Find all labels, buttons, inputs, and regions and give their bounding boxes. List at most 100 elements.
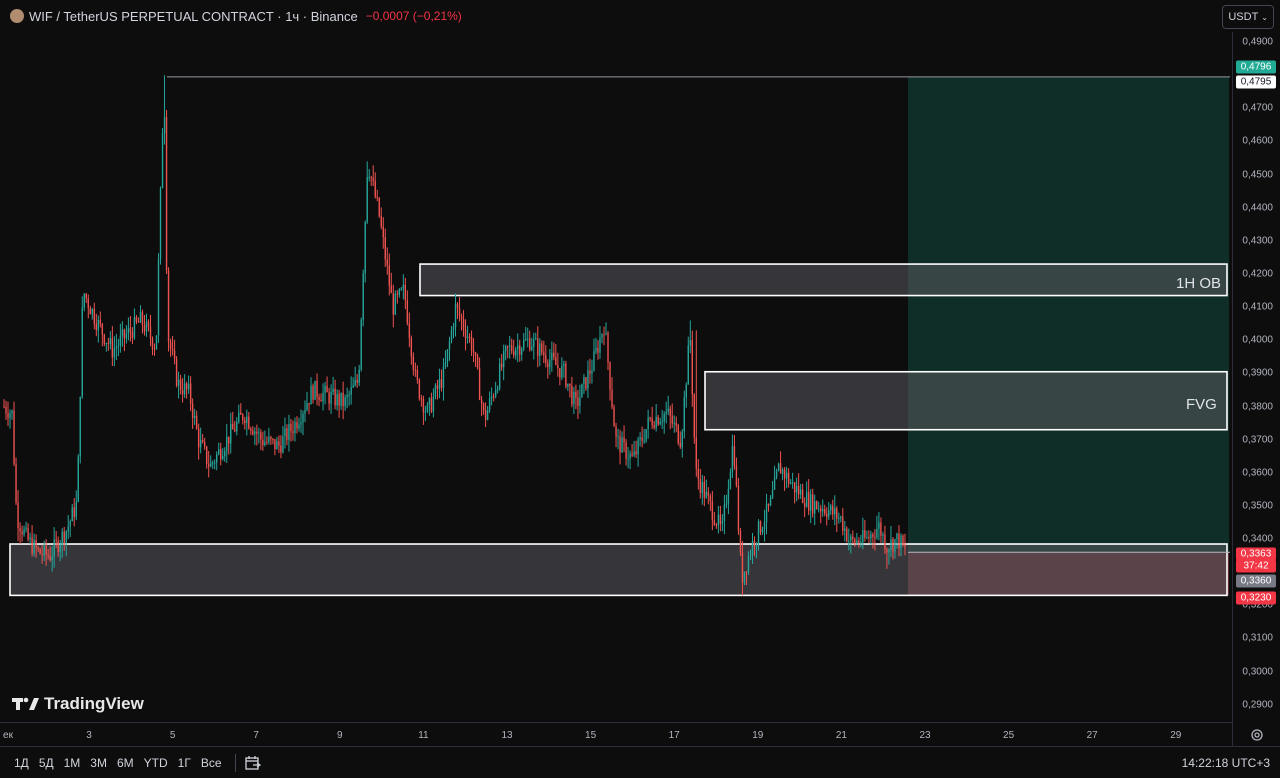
candle-body bbox=[87, 298, 89, 308]
candle-body bbox=[476, 356, 479, 368]
candle-body bbox=[103, 334, 106, 344]
candle-body bbox=[250, 428, 252, 431]
utc-clock[interactable]: 14:22:18 UTC+3 bbox=[1181, 756, 1270, 770]
candle-body bbox=[404, 284, 407, 301]
timeframe-button[interactable]: 5Д bbox=[38, 756, 54, 770]
candle-body bbox=[21, 531, 23, 535]
candle-body bbox=[830, 505, 832, 511]
candle-body bbox=[462, 319, 465, 330]
candle-body bbox=[143, 324, 146, 332]
candle-body bbox=[506, 346, 509, 348]
candle-body bbox=[346, 395, 348, 398]
timeframe-button[interactable]: 1М bbox=[63, 756, 81, 770]
candle-body bbox=[262, 439, 264, 446]
candle-body bbox=[123, 329, 126, 339]
currency-label: USDT bbox=[1228, 11, 1259, 23]
candle-body bbox=[543, 352, 545, 356]
candle-body bbox=[420, 398, 423, 400]
candle-body bbox=[201, 439, 204, 443]
candle-body bbox=[834, 508, 836, 515]
candle-body bbox=[75, 501, 77, 518]
candle-body bbox=[846, 528, 848, 542]
timeframe-button[interactable]: 6М bbox=[116, 756, 134, 770]
candle-body bbox=[57, 540, 59, 553]
timeframe-button[interactable]: YTD bbox=[143, 756, 168, 770]
time-tick-label: 25 bbox=[1003, 730, 1015, 741]
timeframe-button[interactable]: 1Д bbox=[14, 756, 29, 770]
candle-body bbox=[803, 503, 806, 507]
candle-body bbox=[613, 407, 615, 427]
candle-body bbox=[145, 321, 148, 332]
price-tick-label: 0,2900 bbox=[1242, 699, 1273, 711]
bottom-toolbar: 1Д 5Д 1М 3М 6М YTD 1Г Все 14:22:18 UTC+3 bbox=[0, 746, 1280, 778]
candle-body bbox=[378, 197, 380, 217]
candle-body bbox=[832, 505, 834, 515]
candle-body bbox=[211, 462, 214, 464]
candle-body bbox=[601, 334, 603, 338]
candle-body bbox=[500, 363, 503, 368]
candle-body bbox=[394, 293, 397, 315]
time-axis[interactable]: ек 3 5 7 9 11 13 15 17 19 21 23 25 27 29 bbox=[0, 722, 1232, 747]
price-tick-label: 0,3100 bbox=[1242, 632, 1273, 644]
candle-body bbox=[59, 545, 61, 553]
candle-body bbox=[286, 428, 288, 441]
candle-body bbox=[651, 417, 653, 426]
candle-body bbox=[719, 514, 722, 524]
candle-body bbox=[625, 442, 627, 459]
candle-body bbox=[717, 514, 720, 526]
candle-body bbox=[175, 358, 178, 386]
candle-body bbox=[310, 385, 312, 405]
candle-body bbox=[751, 540, 754, 556]
candle-body bbox=[43, 544, 45, 556]
candle-body bbox=[338, 393, 340, 406]
candle-body bbox=[537, 338, 539, 356]
candle-body bbox=[228, 436, 230, 444]
candle-body bbox=[787, 472, 790, 484]
candle-body bbox=[637, 439, 639, 455]
candle-body bbox=[13, 410, 15, 464]
candle-body bbox=[741, 552, 744, 583]
candle-body bbox=[844, 528, 846, 531]
candle-body bbox=[232, 423, 234, 430]
candle-body bbox=[789, 482, 792, 484]
price-axis[interactable]: 0,4900 0,4700 0,4600 0,4500 0,4400 0,4300 0,42… bbox=[1232, 32, 1280, 746]
gear-icon[interactable] bbox=[1250, 728, 1264, 742]
candle-body bbox=[430, 398, 433, 412]
candle-body bbox=[627, 458, 629, 460]
currency-selector[interactable]: USDT ⌄ bbox=[1222, 5, 1274, 29]
candle-body bbox=[519, 345, 521, 355]
candle-body bbox=[179, 379, 182, 391]
timeframe-button[interactable]: Все bbox=[200, 756, 222, 770]
price-tick-label: 0,4600 bbox=[1242, 135, 1273, 147]
candle-body bbox=[545, 355, 547, 363]
candle-body bbox=[657, 416, 659, 425]
candle-body bbox=[609, 362, 611, 390]
candle-body bbox=[761, 528, 764, 533]
candle-body bbox=[573, 391, 575, 405]
candle-body bbox=[352, 385, 354, 388]
candle-body bbox=[769, 497, 772, 506]
candle-body bbox=[671, 416, 673, 424]
candle-body bbox=[372, 177, 374, 181]
candle-body bbox=[733, 446, 736, 466]
candle-body bbox=[591, 370, 593, 374]
date-range-icon[interactable] bbox=[244, 755, 262, 771]
candle-body bbox=[661, 421, 663, 423]
candle-body bbox=[697, 468, 700, 480]
candle-body bbox=[783, 469, 786, 479]
timeframe-button[interactable]: 1Г bbox=[177, 756, 191, 770]
candle-body bbox=[296, 422, 298, 429]
candle-body bbox=[816, 501, 818, 509]
candle-body bbox=[81, 307, 83, 397]
symbol-title[interactable]: WIF / TetherUS PERPETUAL CONTRACT · 1ч ·… bbox=[29, 8, 358, 24]
candle-body bbox=[515, 349, 517, 356]
candle-body bbox=[484, 410, 487, 420]
timeframe-button[interactable]: 3М bbox=[90, 756, 107, 770]
candle-body bbox=[216, 454, 218, 463]
candle-body bbox=[494, 389, 497, 397]
candle-body bbox=[655, 416, 657, 428]
wif-coin-icon bbox=[10, 9, 24, 23]
candle-body bbox=[521, 348, 523, 355]
chart-plot-area[interactable]: 1H OB FVG bbox=[0, 32, 1232, 746]
candle-body bbox=[490, 396, 493, 399]
